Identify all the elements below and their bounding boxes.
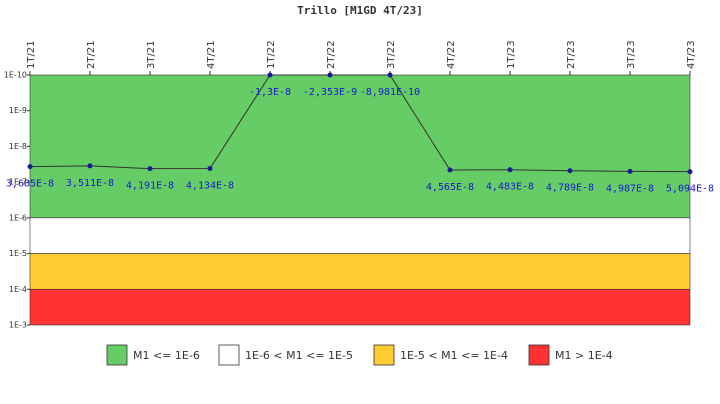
data-point (327, 72, 333, 78)
y-tick-label: 1E-8 (9, 142, 27, 151)
data-point (27, 164, 33, 170)
legend-label: 1E-5 < M1 <= 1E-4 (400, 349, 508, 362)
x-tick-label: 3T/21 (146, 40, 157, 69)
x-tick-label: 4T/21 (206, 40, 217, 69)
x-tick-label: 2T/22 (326, 40, 337, 69)
y-tick-label: 1E-5 (9, 249, 27, 258)
data-point (87, 163, 93, 169)
data-point (687, 169, 693, 175)
x-tick-label: 1T/23 (506, 40, 517, 69)
y-tick-label: 1E-9 (9, 106, 27, 115)
x-tick-label: 2T/23 (566, 40, 577, 69)
data-point (507, 167, 513, 173)
value-label: -8,981E-10 (360, 87, 420, 98)
legend-label: M1 > 1E-4 (555, 349, 613, 362)
x-tick-label: 4T/23 (686, 40, 697, 69)
data-point (267, 72, 273, 78)
x-tick-label: 2T/21 (86, 40, 97, 69)
data-point (567, 168, 573, 174)
band (29, 288, 691, 326)
value-label: 4,565E-8 (426, 182, 474, 193)
data-point (387, 72, 393, 78)
value-label: 3,685E-8 (6, 179, 54, 190)
legend-label: M1 <= 1E-6 (133, 349, 200, 362)
chart-title: Trillo [M1GD 4T/23] (297, 4, 423, 17)
y-tick-label: 1E-6 (9, 213, 27, 222)
y-tick-label: 1E-3 (9, 321, 27, 330)
value-label: 5,094E-8 (666, 184, 714, 195)
band (29, 74, 691, 219)
legend-swatch (528, 344, 550, 366)
data-point (447, 167, 453, 173)
y-tick-label: 1E-7 (9, 178, 27, 187)
value-label: 4,987E-8 (606, 183, 654, 194)
x-tick-label: 3T/23 (626, 40, 637, 69)
value-label: -1,3E-8 (249, 87, 291, 98)
legend-swatch (106, 344, 128, 366)
data-point (207, 165, 213, 171)
band (29, 217, 691, 254)
value-label: 4,191E-8 (126, 181, 174, 192)
y-tick-label: 1E-10 (4, 71, 27, 80)
value-label: 4,134E-8 (186, 180, 234, 191)
value-label: -2,353E-9 (303, 87, 357, 98)
y-tick-label: 1E-4 (9, 285, 27, 294)
value-label: 3,511E-8 (66, 178, 114, 189)
band (29, 253, 691, 290)
legend-swatch (373, 344, 395, 366)
value-label: 4,789E-8 (546, 183, 594, 194)
x-tick-label: 1T/22 (266, 40, 277, 69)
legend-swatch (218, 344, 240, 366)
x-tick-label: 4T/22 (446, 40, 457, 69)
x-tick-label: 1T/21 (26, 40, 37, 69)
data-point (627, 168, 633, 174)
data-point (147, 166, 153, 172)
data-line (29, 74, 691, 173)
x-tick-label: 3T/22 (386, 40, 397, 69)
legend-label: 1E-6 < M1 <= 1E-5 (245, 349, 353, 362)
value-label: 4,483E-8 (486, 182, 534, 193)
